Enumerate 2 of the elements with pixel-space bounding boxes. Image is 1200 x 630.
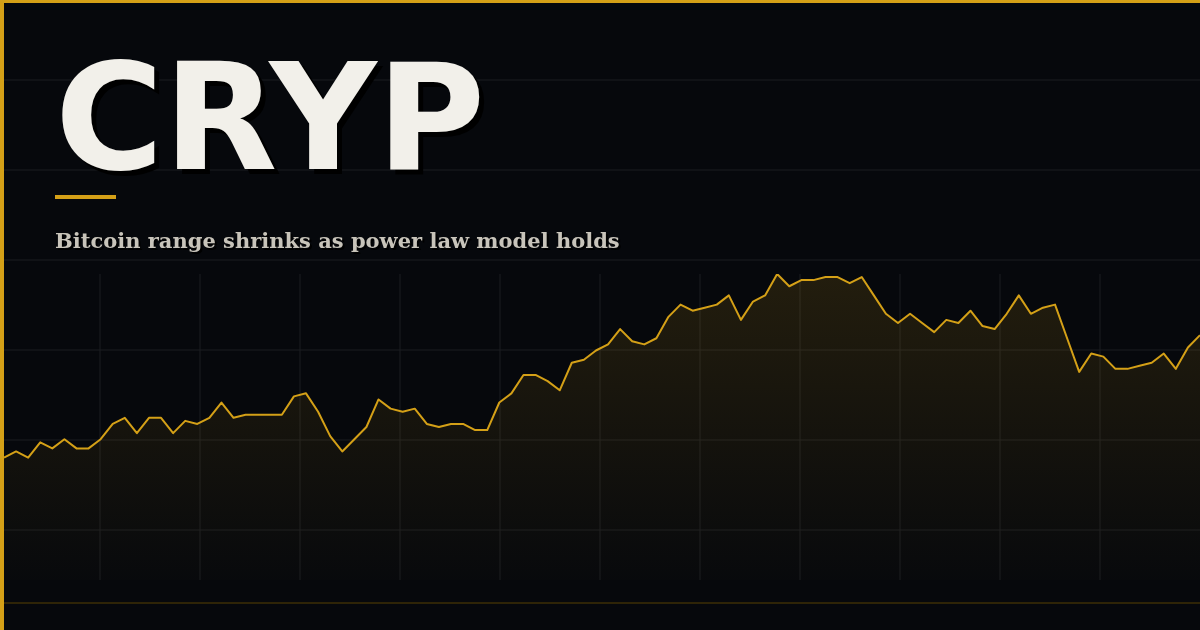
chart-subtitle: Bitcoin range shrinks as power law model holds [55,228,620,253]
chart-title: CRYP [55,32,486,204]
